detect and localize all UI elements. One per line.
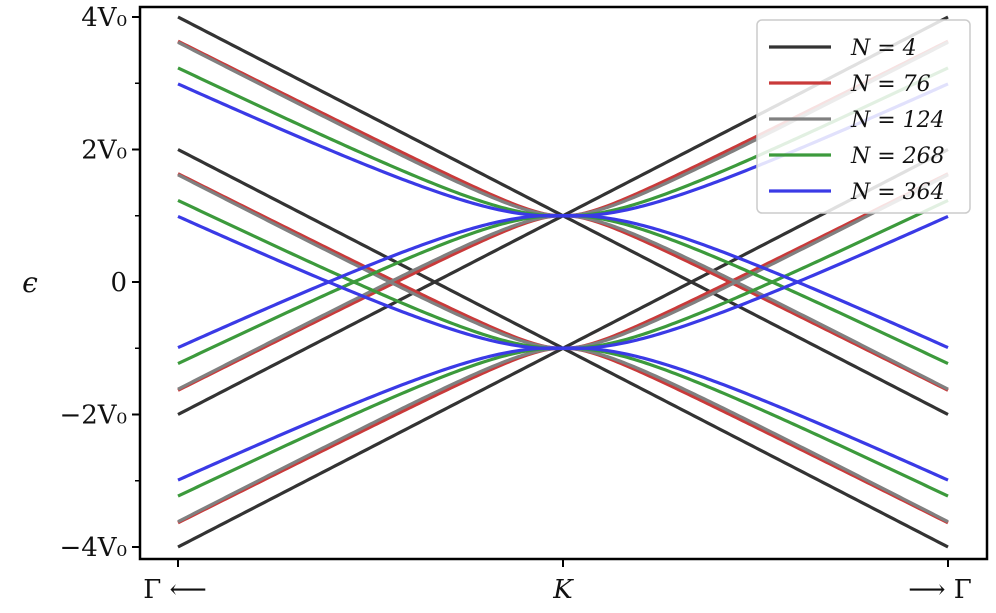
series-line-n=268-lower-outer (177, 346, 949, 498)
legend-entry-label: N = 268 (850, 144, 945, 169)
series-line-n=4-lower-outer (177, 346, 949, 549)
legend-entry-label: N = 364 (850, 180, 945, 205)
y-tick-label: 4V₀ (81, 3, 127, 33)
legend-entry-label: N = 76 (850, 72, 931, 97)
axis-ticks (132, 16, 949, 567)
legend: N = 4 N = 76 N = 124 N = 268 N = 364 (756, 19, 971, 214)
series-line-n=76-upper-inner (177, 214, 949, 392)
y-tick-label: −4V₀ (59, 533, 127, 563)
legend-box (756, 19, 971, 214)
y-tick-label: 0 (110, 268, 127, 298)
series-line-n=76-lower-outer (177, 346, 949, 525)
series-line-n=124-lower-outer (177, 346, 949, 524)
legend-entry-label: N = 4 (850, 36, 917, 61)
series-line-n=268-upper-inner (177, 214, 949, 366)
series-line-n=364-upper-inner (177, 213, 949, 350)
y-tick-label: −2V₀ (59, 401, 127, 431)
legend-entry-label: N = 124 (850, 108, 945, 133)
series-line-n=364-lower-outer (177, 346, 949, 482)
y-tick-label: 2V₀ (81, 136, 127, 166)
series-line-n=124-upper-inner (177, 214, 949, 391)
x-tick-label: ⟶ Γ (908, 575, 972, 605)
x-tick-label: Γ ⟵ (143, 575, 207, 605)
x-tick-label: K (552, 575, 574, 605)
axis-tick-labels: 4V₀ 2V₀ 0 −2V₀ −4V₀ Γ ⟵ K ⟶ Γ (59, 3, 971, 605)
y-axis-label: ϵ (22, 266, 38, 299)
series-line-n=4-upper-inner (177, 214, 949, 416)
series-line-n=268-lower-inner (177, 198, 949, 350)
